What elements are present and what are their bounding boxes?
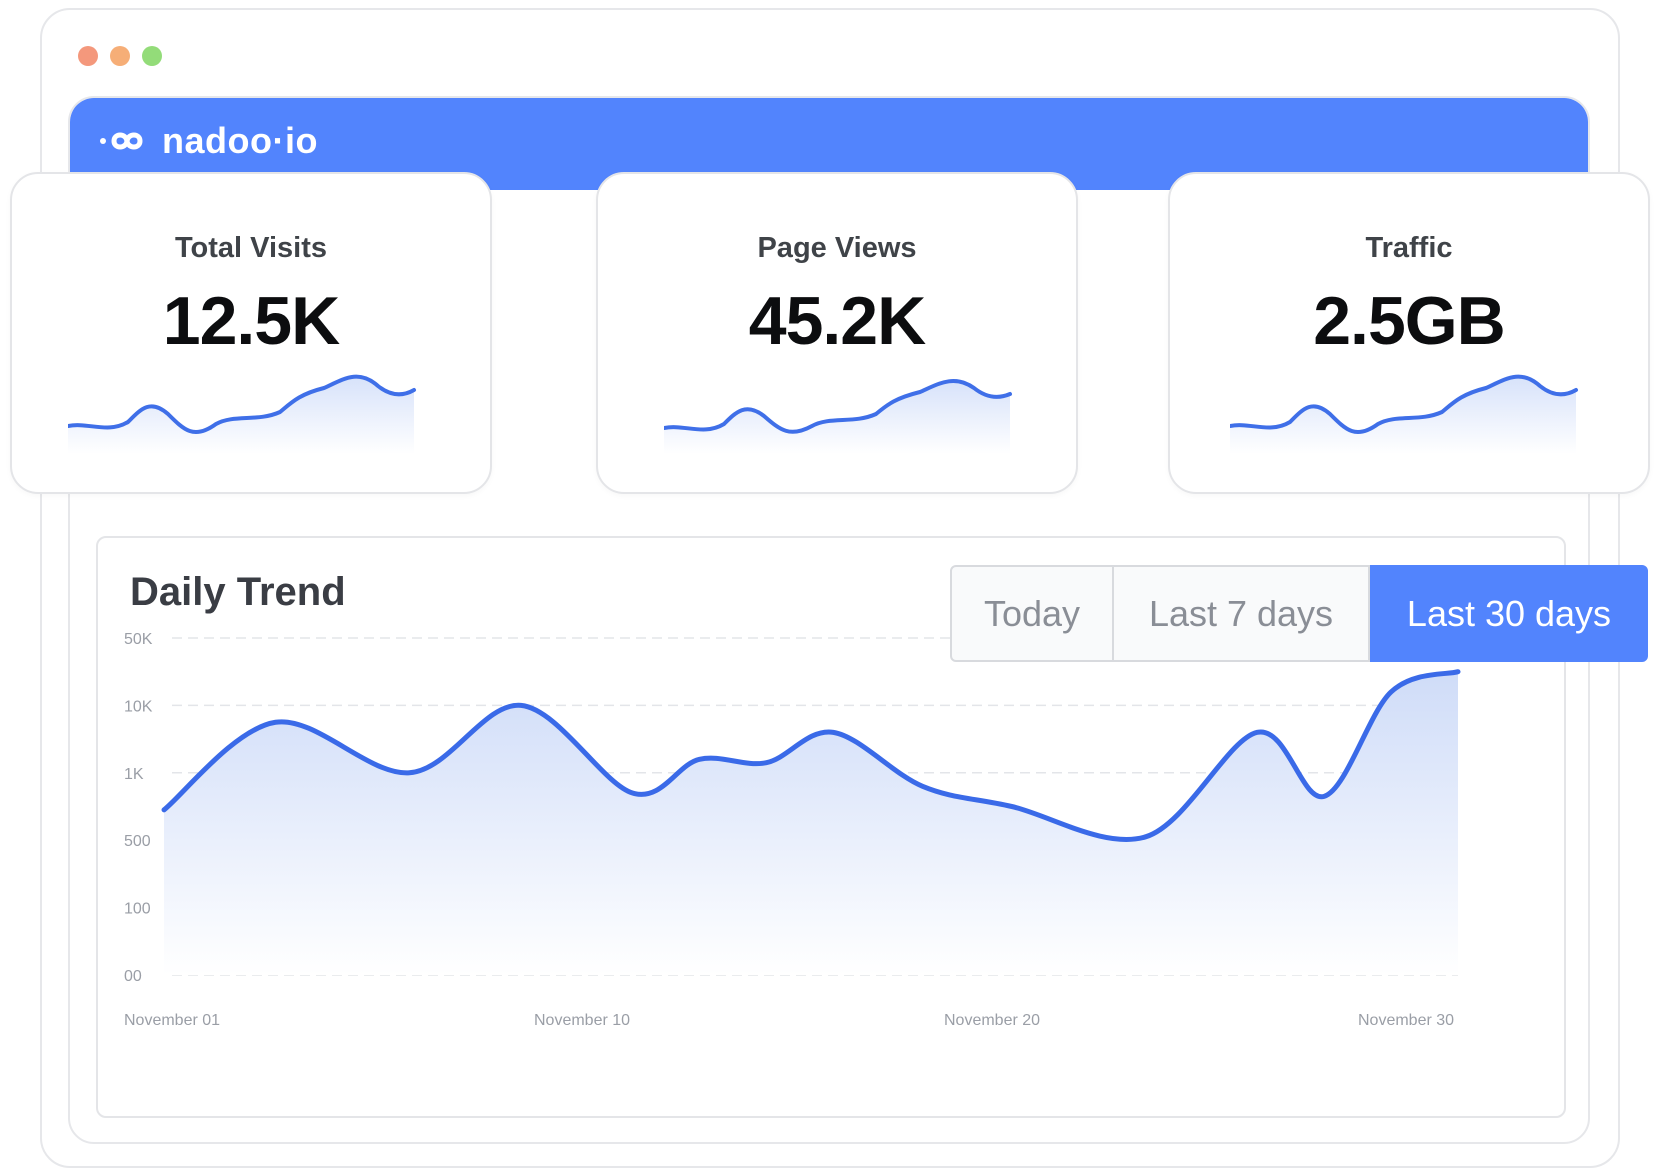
window-minimize-dot[interactable] — [110, 46, 130, 66]
x-tick-label: November 20 — [944, 1012, 1040, 1029]
y-tick-label: 00 — [124, 968, 142, 985]
sparkline-chart — [1230, 374, 1578, 454]
stat-card-traffic: Traffic 2.5GB — [1168, 172, 1650, 494]
range-tab-last-30-days[interactable]: Last 30 days — [1370, 565, 1648, 662]
infinity-logo-icon — [100, 132, 143, 150]
brand-logo[interactable]: nadoo·io — [100, 120, 318, 162]
x-tick-label: November 10 — [534, 1012, 630, 1029]
sparkline-area — [68, 376, 414, 454]
stat-label: Traffic — [1365, 232, 1453, 264]
x-tick-label: November 01 — [124, 1012, 220, 1029]
stat-card-page-views: Page Views 45.2K — [596, 172, 1078, 494]
brand-name: nadoo·io — [162, 120, 318, 161]
range-tabs: Today Last 7 days Last 30 days — [950, 565, 1648, 662]
stat-label: Page Views — [757, 232, 917, 264]
sparkline-line — [68, 374, 416, 435]
sparkline-chart — [664, 379, 1012, 454]
stat-label: Total Visits — [174, 232, 328, 264]
y-tick-label: 100 — [124, 901, 151, 918]
sparkline-chart — [68, 374, 416, 454]
y-tick-label: 500 — [124, 833, 151, 850]
y-tick-label: 1K — [124, 766, 144, 783]
trend-area — [164, 671, 1458, 975]
range-tab-today[interactable]: Today — [950, 565, 1114, 662]
chart-title: Daily Trend — [130, 570, 346, 614]
range-tab-last-7-days[interactable]: Last 7 days — [1114, 565, 1370, 662]
sparkline-area — [664, 380, 1010, 454]
window-maximize-dot[interactable] — [142, 46, 162, 66]
stat-value: 2.5GB — [1313, 283, 1506, 359]
daily-trend-chart: 50K 10K 1K 500 100 00 November 01 November 10 No… — [124, 631, 1461, 1029]
stat-value: 45.2K — [748, 283, 926, 359]
x-tick-label: November 30 — [1358, 1012, 1454, 1029]
window-close-dot[interactable] — [78, 46, 98, 66]
y-tick-label: 10K — [124, 698, 153, 715]
sparkline-area — [1230, 376, 1576, 454]
stat-card-total-visits: Total Visits 12.5K — [10, 172, 492, 494]
stat-value: 12.5K — [162, 283, 340, 359]
y-tick-label: 50K — [124, 631, 153, 648]
sparkline-line — [1230, 374, 1578, 435]
sparkline-line — [664, 379, 1012, 434]
